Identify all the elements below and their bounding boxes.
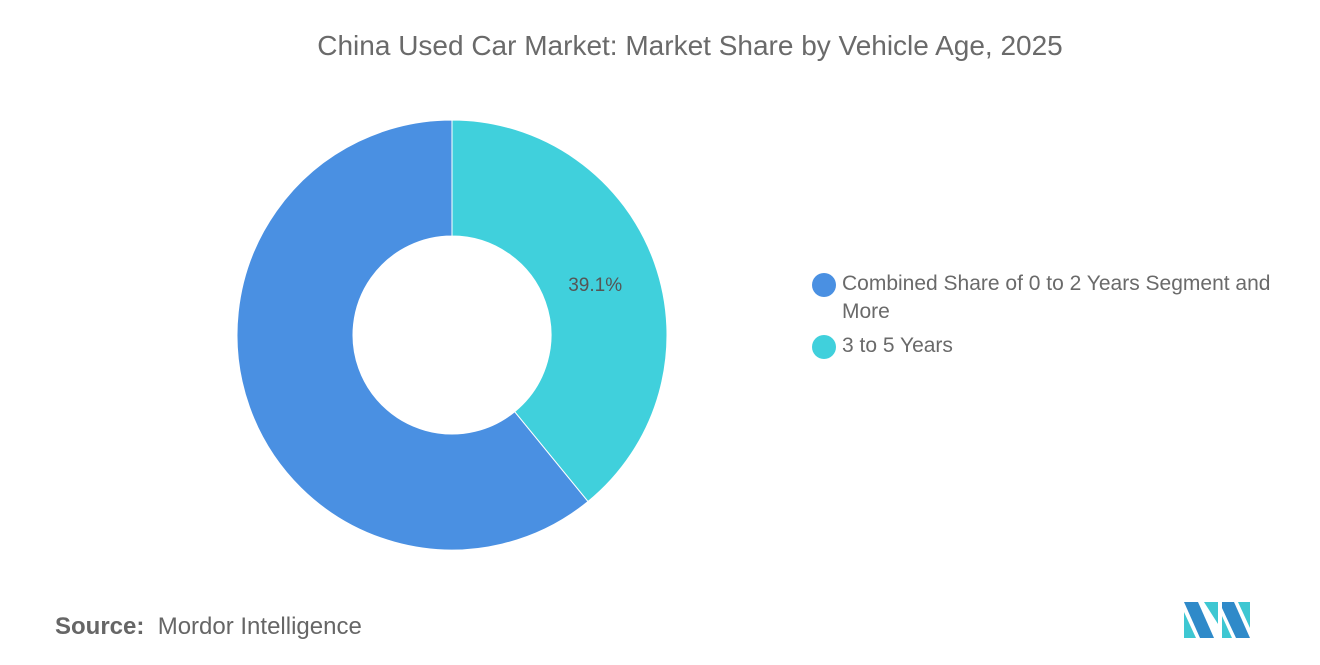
legend-item: Combined Share of 0 to 2 Years Segment a… (812, 270, 1272, 326)
source-note: Source: Mordor Intelligence (55, 613, 362, 641)
legend-swatch (812, 335, 836, 359)
legend-label: Combined Share of 0 to 2 Years Segment a… (842, 272, 1271, 323)
data-label: 39.1% (568, 275, 622, 296)
source-label: Source: (55, 613, 145, 640)
legend: Combined Share of 0 to 2 Years Segment a… (812, 270, 1272, 366)
mordor-logo (1184, 602, 1250, 638)
legend-swatch (812, 273, 836, 297)
source-value: Mordor Intelligence (157, 613, 362, 640)
donut-slice (236, 119, 589, 551)
legend-item: 3 to 5 Years (812, 332, 1272, 360)
chart-title: China Used Car Market: Market Share by V… (317, 30, 1063, 61)
legend-label: 3 to 5 Years (842, 334, 953, 357)
donut-slice (451, 119, 668, 503)
